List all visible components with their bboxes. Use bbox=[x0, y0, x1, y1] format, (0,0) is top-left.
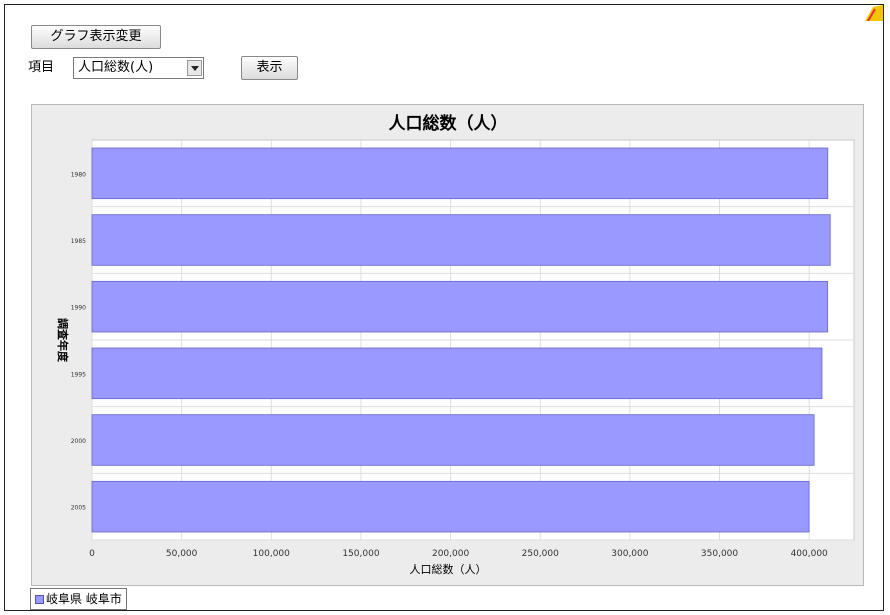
bar-1995 bbox=[91, 347, 823, 400]
chart-legend: 岐阜県 岐阜市 bbox=[30, 588, 127, 610]
chart-panel: 人口総数（人） 1980 1985 1990 1995 2000 2005 0 50,000… bbox=[31, 104, 864, 586]
bars bbox=[91, 147, 831, 533]
x-tick-label: 400,000 bbox=[791, 549, 828, 559]
item-select[interactable]: 人口総数(人) bbox=[73, 57, 204, 79]
chevron-down-icon[interactable] bbox=[187, 60, 202, 76]
show-button[interactable]: 表示 bbox=[241, 56, 298, 80]
x-tick-labels: 0 50,000 100,000 150,000 200,000 250,000 300,0… bbox=[89, 549, 828, 559]
x-tick-label: 0 bbox=[89, 549, 95, 559]
y-tick-label: 2005 bbox=[71, 505, 86, 512]
x-tick-label: 300,000 bbox=[611, 549, 648, 559]
item-select-value: 人口総数(人) bbox=[78, 60, 154, 75]
x-tick-label: 100,000 bbox=[253, 549, 290, 559]
y-tick-label: 1995 bbox=[71, 371, 86, 378]
legend-swatch bbox=[35, 595, 44, 604]
chart-title: 人口総数（人） bbox=[389, 113, 508, 134]
x-tick-label: 150,000 bbox=[342, 549, 379, 559]
y-axis-title: 調査年度 bbox=[56, 318, 70, 363]
grid-lines bbox=[91, 140, 854, 541]
bar-chart: 人口総数（人） 1980 1985 1990 1995 2000 2005 0 50,000… bbox=[56, 113, 855, 576]
x-axis-title: 人口総数（人） bbox=[410, 562, 487, 576]
bar-2005 bbox=[91, 480, 810, 533]
y-tick-label: 1980 bbox=[71, 171, 86, 178]
x-tick-label: 350,000 bbox=[701, 549, 738, 559]
x-tick-label: 200,000 bbox=[432, 549, 469, 559]
bar-2000 bbox=[91, 414, 815, 466]
y-tick-labels: 1980 1985 1990 1995 2000 2005 bbox=[71, 171, 86, 511]
legend-label: 岐阜県 岐阜市 bbox=[46, 592, 122, 606]
corner-decoration bbox=[843, 5, 883, 21]
y-tick-label: 1990 bbox=[71, 305, 86, 312]
y-tick-label: 1985 bbox=[71, 238, 86, 245]
x-tick-label: 250,000 bbox=[522, 549, 559, 559]
x-tick-label: 50,000 bbox=[166, 549, 198, 559]
y-tick-label: 2000 bbox=[71, 438, 86, 445]
bar-1985 bbox=[91, 214, 831, 266]
bar-1980 bbox=[91, 147, 829, 200]
bar-1990 bbox=[91, 280, 829, 333]
change-graph-button[interactable]: グラフ表示変更 bbox=[31, 25, 161, 49]
item-label: 項目 bbox=[28, 60, 55, 75]
